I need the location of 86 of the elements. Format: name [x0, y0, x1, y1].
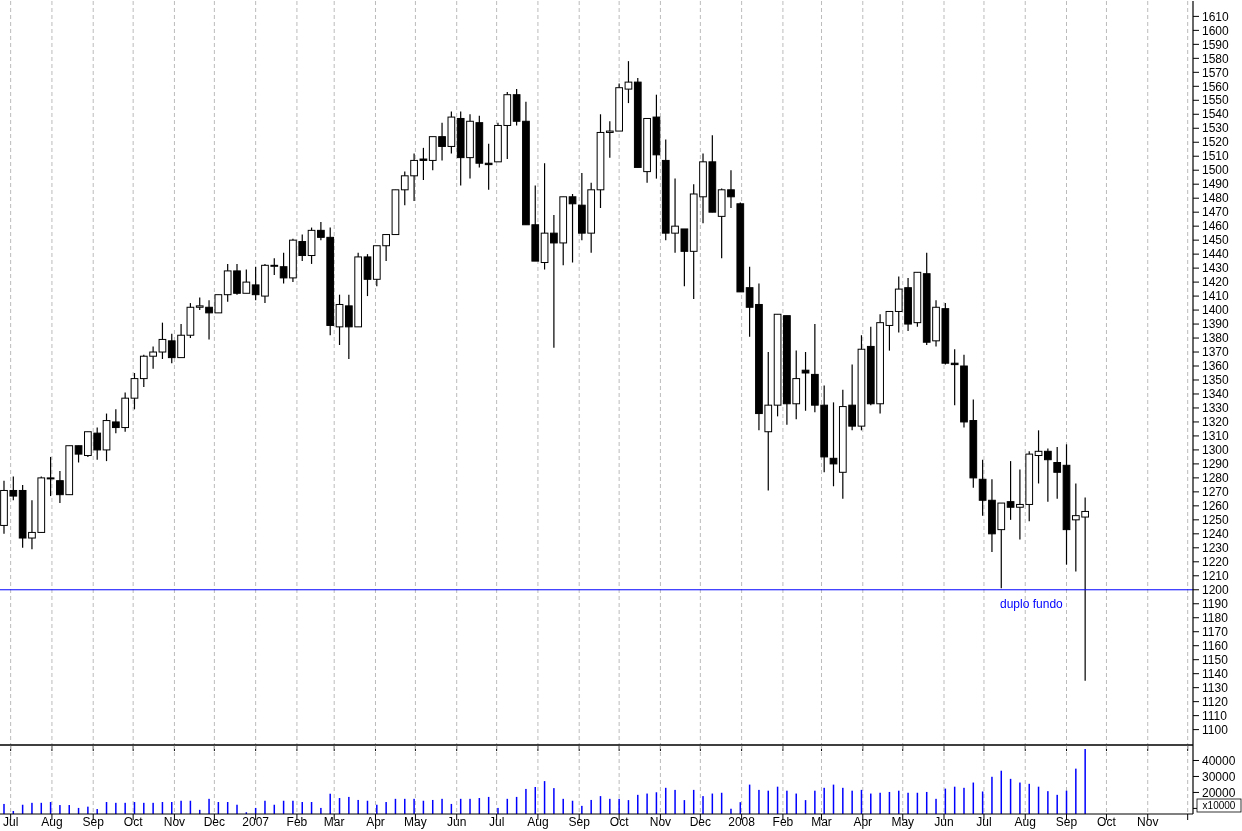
y-tick-label: 1120 [1202, 694, 1229, 709]
x-tick-label: Dec [203, 815, 226, 829]
y-tick-label: 1560 [1202, 79, 1230, 94]
y-tick-label: 1440 [1202, 247, 1230, 262]
x-tick-label: May [891, 815, 915, 829]
y-tick-label: 1190 [1202, 596, 1229, 611]
y-tick-label: 1200 [1202, 582, 1230, 597]
y-tick-label: 1370 [1202, 345, 1230, 360]
x-tick-label: Oct [123, 815, 144, 829]
y-tick-label: 1590 [1202, 37, 1230, 52]
y-tick-label: 1540 [1202, 107, 1230, 122]
x-tick-label: Feb [286, 815, 308, 829]
x-tick-label: Oct [609, 815, 630, 829]
x-tick-label: Jul [976, 815, 992, 829]
x-tick-label: Aug [527, 815, 549, 829]
x-tick-label: 2007 [242, 815, 270, 829]
y-tick-label: 1520 [1202, 135, 1230, 150]
x-tick-label: Dec [689, 815, 712, 829]
y-axis-title: x10000 [1202, 800, 1236, 811]
y-tick-label: 1110 [1202, 708, 1228, 723]
y-tick-label: 1130 [1202, 680, 1229, 695]
x-tick-label: Mar [323, 815, 345, 829]
y-tick-label: 1100 [1202, 722, 1229, 737]
y-tick-label: 1570 [1202, 65, 1230, 80]
y-tick-label: 1470 [1202, 205, 1230, 220]
y-tick-label: 1510 [1202, 149, 1230, 164]
x-tick-label: Sep [82, 815, 105, 829]
y-tick-label: 1550 [1202, 93, 1230, 108]
y-tick-label: 1160 [1202, 638, 1229, 653]
y-tick-label: 1460 [1202, 219, 1230, 234]
y-tick-label: 1340 [1202, 387, 1230, 402]
y-tick-label: 1210 [1202, 568, 1230, 583]
y-tick-label: 1250 [1202, 513, 1230, 528]
y-tick-label: 1260 [1202, 499, 1230, 514]
x-tick-label: Nov [163, 815, 186, 829]
y-tick-label: 1320 [1202, 415, 1230, 430]
x-tick-label: Oct [1097, 815, 1117, 829]
y-tick-label: 1300 [1202, 443, 1230, 458]
x-tick-label: Jun [447, 815, 467, 829]
y-tick-label: 1140 [1202, 666, 1229, 681]
y-tick-label: 1350 [1202, 373, 1230, 388]
y-tick-label: 20000 [1202, 785, 1236, 800]
x-tick-label: Nov [649, 815, 672, 829]
x-tick-label: Jul [2, 815, 19, 829]
y-tick-label: 30000 [1202, 769, 1236, 784]
y-tick-label: 1430 [1202, 261, 1230, 276]
x-tick-label: Feb [772, 815, 794, 829]
x-tick-label: Jul [488, 815, 505, 829]
x-tick-label: Aug [1014, 815, 1036, 829]
x-tick-label: Apr [853, 815, 873, 829]
y-tick-label: 1480 [1202, 191, 1230, 206]
y-tick-label: 1400 [1202, 303, 1230, 318]
y-tick-label: 1580 [1202, 51, 1230, 66]
y-tick-label: 1500 [1202, 163, 1230, 178]
x-tick-label: Nov [1137, 815, 1159, 829]
y-tick-label: 1360 [1202, 359, 1230, 374]
x-tick-label: Jun [934, 815, 954, 829]
y-tick-label: 1310 [1202, 429, 1230, 444]
y-tick-label: 1290 [1202, 457, 1230, 472]
y-tick-label: 1610 [1202, 9, 1230, 24]
y-tick-label: 1280 [1202, 471, 1230, 486]
x-tick-label: May [404, 815, 427, 829]
y-tick-label: 1530 [1202, 121, 1230, 136]
y-tick-label: 1220 [1202, 555, 1230, 569]
y-tick-label: 1490 [1202, 177, 1230, 192]
y-tick-label: 1180 [1202, 610, 1229, 625]
y-tick-label: 1270 [1202, 485, 1230, 500]
y-tick-label: 1420 [1202, 275, 1230, 290]
y-tick-label: 1450 [1202, 233, 1230, 248]
x-tick-label: Sep [568, 815, 591, 829]
y-tick-label: 1410 [1202, 289, 1230, 304]
y-tick-label: 40000 [1202, 753, 1236, 768]
x-tick-label: Aug [41, 815, 63, 829]
x-tick-label: Mar [811, 815, 832, 829]
y-tick-label: 1230 [1202, 541, 1230, 556]
x-tick-label: Apr [366, 815, 385, 829]
y-tick-label: 1600 [1202, 23, 1230, 38]
y-tick-label: 1170 [1202, 624, 1229, 639]
y-tick-label: 1380 [1202, 331, 1230, 346]
y-tick-label: 1390 [1202, 317, 1230, 332]
y-tick-label: 1330 [1202, 401, 1230, 416]
y-tick-label: 1150 [1202, 652, 1229, 667]
x-tick-label: Sep [1055, 815, 1078, 829]
ref-line-label: duplo fundo [1000, 596, 1064, 611]
x-tick-label: 2008 [728, 815, 756, 829]
y-tick-label: 1240 [1202, 527, 1230, 542]
